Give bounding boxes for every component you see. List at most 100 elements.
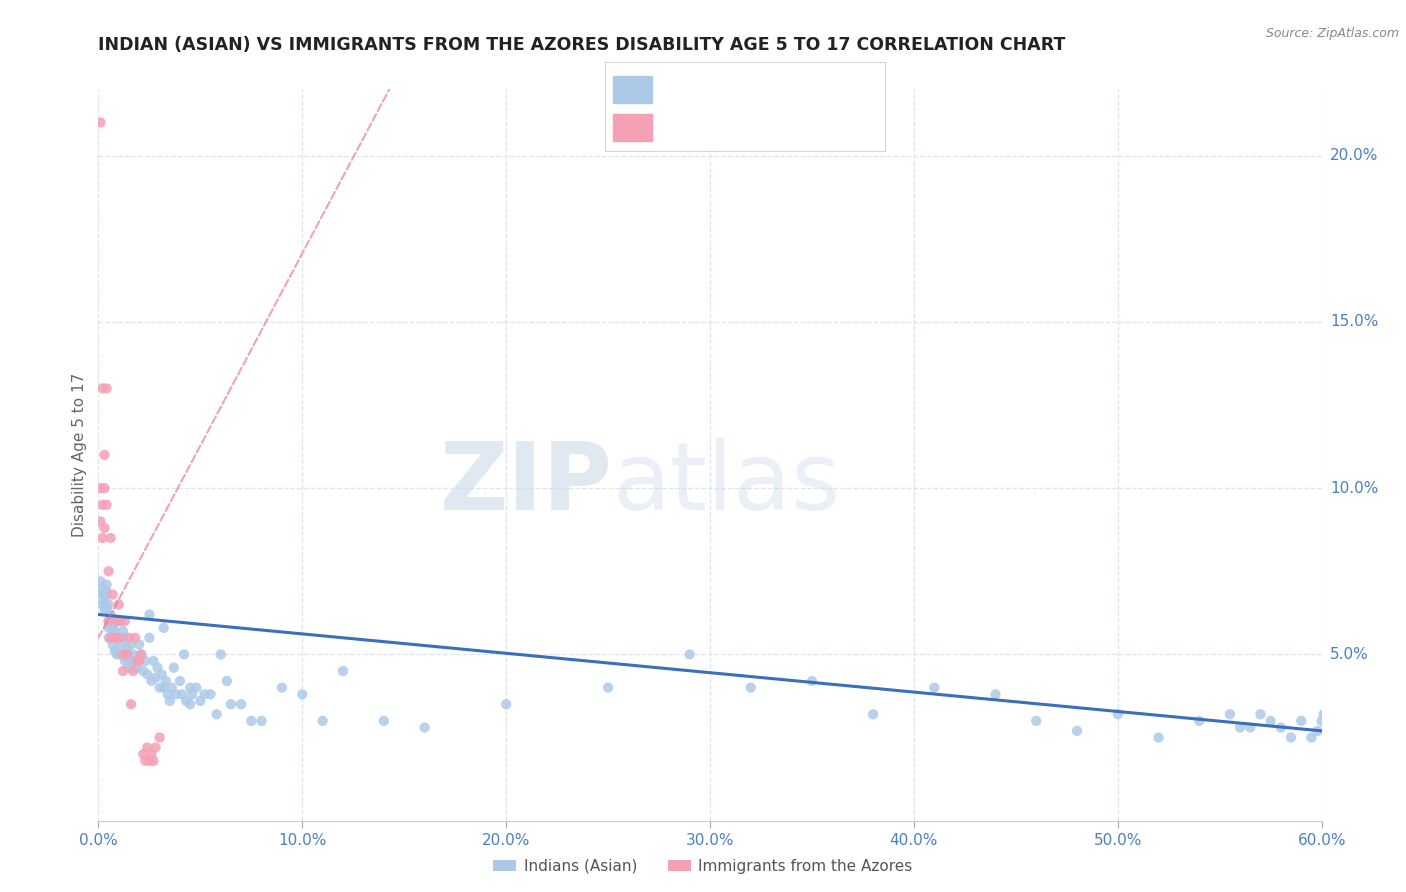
Point [1025, 714, 1047, 728]
Point [1310, 714, 1333, 728]
Point [89, 515, 111, 529]
Point [159, 694, 181, 708]
Point [149, 731, 172, 745]
Point [152, 681, 174, 695]
Point [152, 621, 174, 635]
Point [136, 667, 159, 681]
Point [104, 644, 127, 658]
Text: R =: R = [661, 120, 695, 135]
Point [96, 584, 118, 599]
Point [115, 640, 138, 655]
Point [179, 681, 201, 695]
Text: 108: 108 [810, 82, 842, 96]
Point [97, 598, 120, 612]
Point [101, 637, 124, 651]
Text: 40: 40 [810, 120, 831, 135]
Point [1188, 714, 1211, 728]
Point [312, 714, 335, 728]
Point [91, 598, 114, 612]
Point [1147, 731, 1170, 745]
Point [332, 664, 354, 678]
Point [1249, 707, 1271, 722]
Point [128, 637, 150, 651]
Point [97, 564, 120, 578]
Point [128, 654, 150, 668]
Point [108, 631, 131, 645]
Point [1306, 723, 1329, 738]
Point [142, 654, 165, 668]
Point [862, 707, 884, 722]
Point [1260, 714, 1282, 728]
Point [156, 687, 179, 701]
Point [118, 654, 141, 668]
Point [100, 614, 122, 628]
Point [122, 648, 145, 662]
Point [146, 661, 169, 675]
Point [215, 673, 238, 688]
Point [188, 694, 212, 708]
Point [89, 481, 111, 495]
Point [96, 498, 118, 512]
Point [150, 667, 173, 681]
Point [120, 698, 142, 712]
Point [118, 631, 141, 645]
Point [91, 498, 114, 512]
Legend: Indians (Asian), Immigrants from the Azores: Indians (Asian), Immigrants from the Azo… [488, 853, 918, 880]
Point [169, 673, 191, 688]
Text: 10.0%: 10.0% [1330, 481, 1378, 496]
Text: atlas: atlas [612, 438, 841, 530]
Point [108, 648, 131, 662]
Point [93, 604, 115, 618]
Point [495, 698, 517, 712]
Text: -0.555: -0.555 [697, 82, 752, 96]
Point [93, 448, 115, 462]
Point [138, 607, 160, 622]
Point [174, 694, 197, 708]
Point [104, 624, 127, 639]
Point [127, 661, 149, 675]
Point [129, 648, 152, 662]
Point [111, 664, 134, 678]
Point [93, 588, 115, 602]
Point [240, 714, 263, 728]
Point [97, 631, 120, 645]
Point [231, 698, 253, 712]
Point [97, 621, 120, 635]
Point [100, 631, 122, 645]
Point [101, 621, 124, 635]
Point [111, 624, 134, 639]
Point [984, 687, 1007, 701]
Point [145, 671, 167, 685]
Text: INDIAN (ASIAN) VS IMMIGRANTS FROM THE AZORES DISABILITY AGE 5 TO 17 CORRELATION : INDIAN (ASIAN) VS IMMIGRANTS FROM THE AZ… [98, 36, 1066, 54]
Point [105, 631, 128, 645]
Point [1312, 707, 1334, 722]
Point [97, 614, 120, 628]
Point [141, 747, 163, 761]
Text: ZIP: ZIP [439, 438, 612, 530]
Point [291, 687, 314, 701]
Point [145, 740, 167, 755]
Point [100, 607, 122, 622]
Point [115, 648, 138, 662]
Point [149, 681, 172, 695]
Point [193, 687, 215, 701]
Y-axis label: Disability Age 5 to 17: Disability Age 5 to 17 [72, 373, 87, 537]
Point [1229, 721, 1251, 735]
Point [270, 681, 294, 695]
Point [108, 598, 131, 612]
Point [179, 698, 201, 712]
Point [91, 531, 114, 545]
Point [89, 588, 111, 602]
Point [1219, 707, 1241, 722]
Point [136, 740, 159, 755]
Point [165, 687, 187, 701]
Point [122, 664, 145, 678]
Point [1301, 731, 1323, 745]
Point [101, 588, 124, 602]
Point [118, 661, 141, 675]
Point [173, 648, 195, 662]
Point [160, 681, 183, 695]
Point [181, 687, 204, 701]
Point [740, 681, 762, 695]
Point [124, 631, 146, 645]
